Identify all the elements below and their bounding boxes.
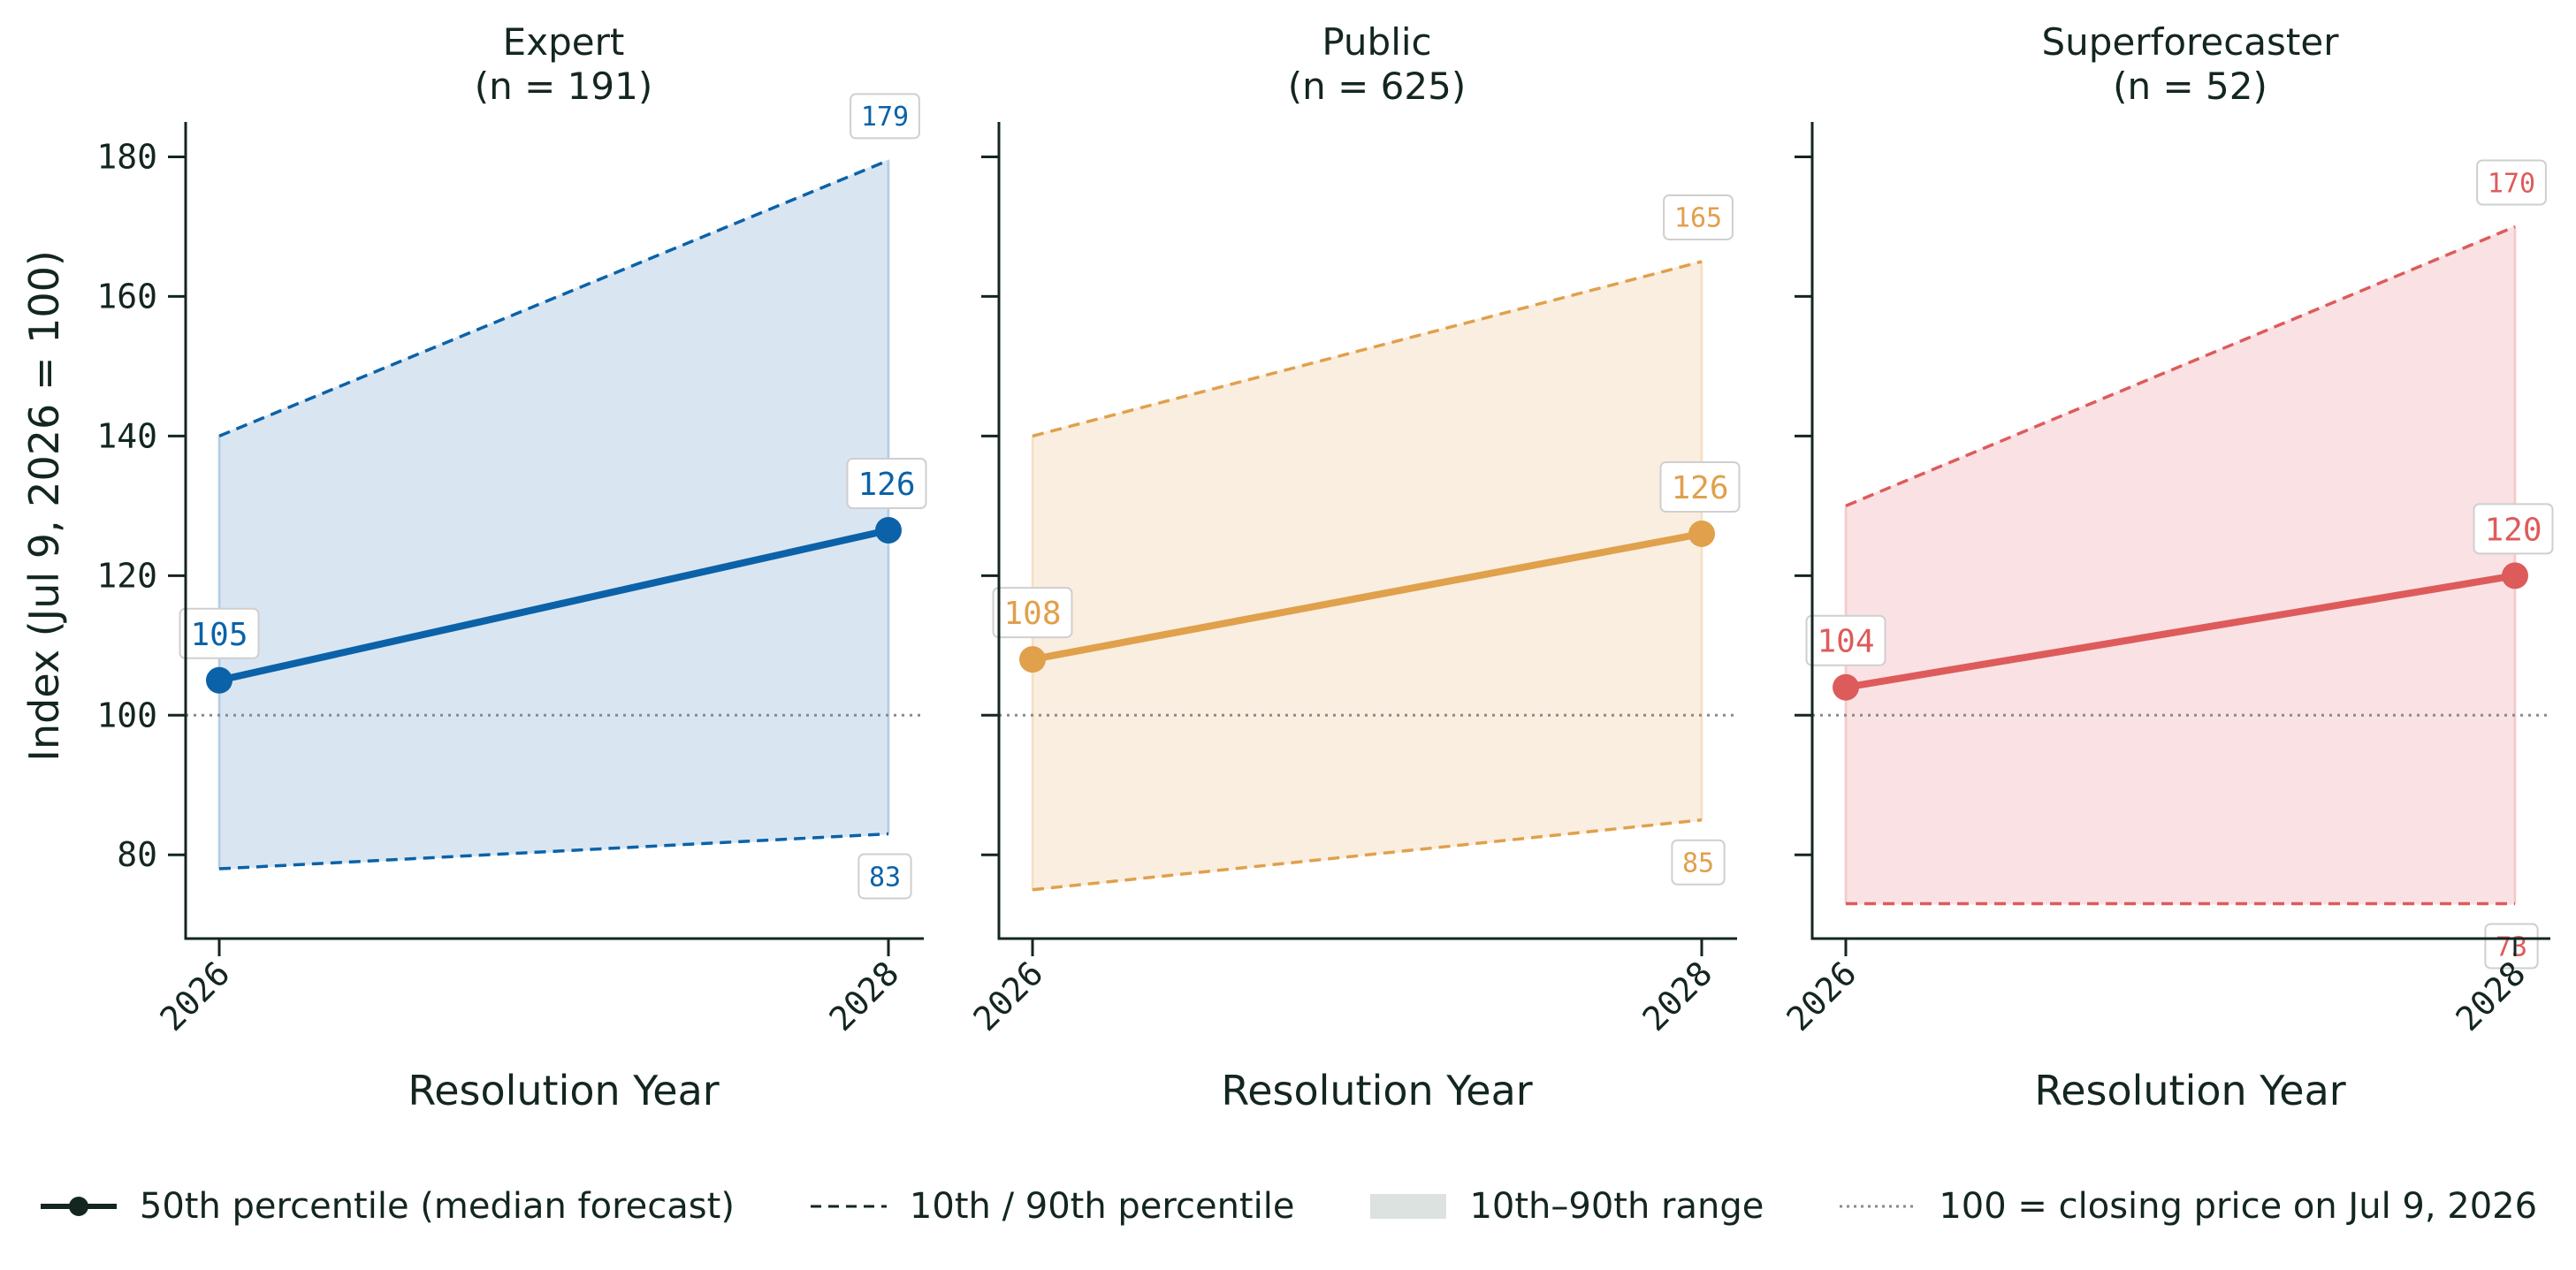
median-start-label-superforecaster-box — [1805, 614, 1886, 666]
panel-title-public: Public — [1322, 20, 1431, 64]
panel-title-superforecaster: Superforecaster — [2042, 20, 2340, 64]
x-tick-label-public-2026: 2026 — [966, 954, 1051, 1038]
median-start-label-expert-box — [179, 607, 260, 659]
p10-line-public — [1032, 818, 1703, 892]
x-tick-label-expert-2028: 2028 — [822, 954, 907, 1038]
range-band-expert — [218, 158, 889, 871]
median-start-label-expert: 105 — [190, 617, 248, 653]
legend-item-reference: 100 = closing price on Jul 9, 2026 — [1838, 1186, 2537, 1227]
legend-item-median: 50th percentile (median forecast) — [39, 1186, 735, 1227]
median-line-icon — [40, 1197, 117, 1216]
median-end-label-expert-box — [846, 458, 927, 509]
median-point-start-superforecaster — [1833, 673, 1859, 701]
y-tick-label-140: 140 — [96, 416, 157, 455]
p10-line-expert — [218, 832, 889, 871]
y-tick-label-180: 180 — [96, 137, 157, 176]
y-tick-label-160: 160 — [96, 277, 157, 316]
p10-end-label-expert: 83 — [869, 862, 901, 893]
dashed-line-icon — [810, 1205, 887, 1208]
p90-end-label-superforecaster: 170 — [2488, 168, 2535, 199]
median-point-start-expert — [206, 666, 232, 694]
legend-percentile-label: 10th / 90th percentile — [909, 1186, 1295, 1227]
y-tick-label-80: 80 — [117, 835, 157, 874]
p90-end-label-expert-box — [850, 93, 920, 140]
x-tick-label-superforecaster-2026: 2026 — [1780, 954, 1864, 1038]
y-tick-label-120: 120 — [96, 556, 157, 595]
y-tick-label-100: 100 — [96, 696, 157, 734]
p90-end-label-expert: 179 — [861, 102, 909, 133]
x-axis-label-public: Resolution Year — [1221, 1067, 1532, 1114]
x-axis-label-superforecaster: Resolution Year — [2034, 1067, 2345, 1114]
median-point-end-expert — [875, 517, 902, 544]
legend: 50th percentile (median forecast) 10th /… — [0, 1175, 2576, 1237]
x-tick-label-expert-2026: 2026 — [153, 954, 238, 1038]
dotted-line-icon — [1840, 1205, 1917, 1208]
legend-range-label: 10th–90th range — [1469, 1186, 1764, 1227]
p10-end-label-superforecaster: 73 — [2496, 932, 2527, 962]
legend-item-range: 10th–90th range — [1368, 1186, 1764, 1227]
chart-area: Index (Jul 9, 2026 = 100) Expert(n = 191)… — [20, 20, 2554, 1114]
median-point-start-public — [1019, 646, 1046, 673]
legend-median-label: 50th percentile (median forecast) — [139, 1186, 735, 1227]
p90-end-label-public: 165 — [1674, 203, 1722, 234]
median-end-label-public: 126 — [1671, 470, 1728, 506]
p90-line-public — [1032, 260, 1703, 438]
median-end-label-superforecaster: 120 — [2484, 512, 2542, 548]
p10-end-label-superforecaster-box — [2484, 923, 2539, 970]
median-line-public — [1032, 530, 1703, 664]
median-end-label-expert: 126 — [857, 467, 915, 503]
p90-line-superforecaster — [1845, 224, 2516, 507]
median-start-label-superforecaster: 104 — [1817, 624, 1874, 660]
p10-end-label-public: 85 — [1682, 848, 1714, 879]
p10-end-label-public-box — [1671, 839, 1726, 886]
range-band-superforecaster — [1845, 224, 2516, 905]
panel-subtitle-public: (n = 625) — [1288, 65, 1466, 108]
panel-subtitle-superforecaster: (n = 52) — [2113, 65, 2267, 108]
median-end-label-public-box — [1659, 460, 1741, 513]
x-axis-label-expert: Resolution Year — [408, 1067, 719, 1114]
median-end-label-superforecaster-box — [2473, 503, 2554, 555]
panel-subtitle-expert: (n = 191) — [475, 65, 652, 108]
range-swatch-icon — [1370, 1194, 1447, 1219]
panel-title-expert: Expert — [503, 20, 625, 64]
median-point-end-public — [1688, 520, 1715, 547]
median-line-superforecaster — [1845, 572, 2516, 691]
range-band-public — [1032, 260, 1703, 891]
median-start-label-public-box — [992, 587, 1073, 639]
p90-end-label-public-box — [1663, 194, 1734, 240]
x-tick-label-public-2028: 2028 — [1635, 954, 1720, 1038]
median-point-end-superforecaster — [2502, 562, 2528, 589]
median-line-expert — [218, 527, 889, 684]
median-start-label-public: 108 — [1003, 596, 1061, 632]
p90-end-label-superforecaster-box — [2476, 159, 2547, 206]
legend-reference-label: 100 = closing price on Jul 9, 2026 — [1939, 1186, 2538, 1227]
p90-line-expert — [218, 158, 889, 438]
y-axis-label: Index (Jul 9, 2026 = 100) — [20, 250, 68, 761]
p10-end-label-expert-box — [857, 853, 912, 900]
legend-item-percentile: 10th / 90th percentile — [809, 1186, 1295, 1227]
